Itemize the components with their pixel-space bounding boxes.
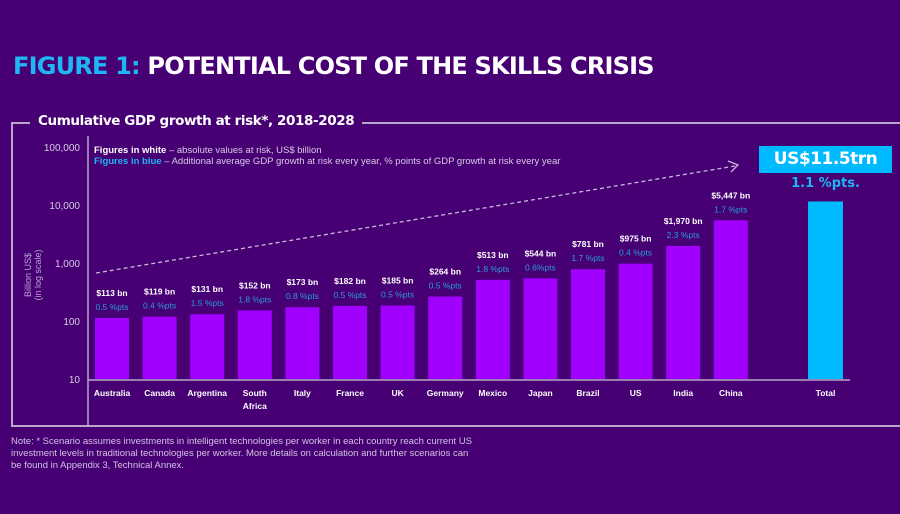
bar-pts-label: 0.5 %pts [429,281,462,291]
x-tick-label: Africa [243,401,267,411]
trend-arrow-line [95,165,736,274]
legend: Figures in white – absolute values at ri… [94,145,560,167]
bar-pts-label: 1.8 %pts [238,294,271,304]
legend-white-desc: – absolute values at risk, US$ billion [166,145,322,156]
bar-value-label: $1,970 bn [664,216,703,226]
bar-value-label: $152 bn [239,280,271,290]
page-title: FIGURE 1: POTENTIAL COST OF THE SKILLS C… [13,52,655,80]
bar-value-label: $264 bn [429,267,461,277]
trend-arrow-head [727,160,740,173]
y-tick-label: 100 [63,317,80,328]
total-pts-label: 1.1 %pts. [791,176,860,191]
y-tick-label: 1,000 [55,259,80,270]
bar-value-label: $781 bn [572,239,604,249]
y-axis-label-line: Billion US$ [23,253,33,297]
bar [142,316,177,379]
bar-pts-label: 0.5 %pts [333,290,366,300]
bar-value-label: $119 bn [144,287,175,297]
bar [666,245,701,379]
x-tick-label: Total [816,388,836,398]
figure-label: FIGURE 1: [13,52,141,80]
bar-pts-label: 1.7 %pts [571,253,604,263]
x-tick-label: US [630,388,642,398]
bar-value-label: $182 bn [334,276,366,286]
x-tick-label: UK [391,388,404,398]
bar-value-label: $513 bn [477,250,509,260]
chart-title: Cumulative GDP growth at risk*, 2018-202… [30,113,363,129]
chart-frame [11,122,900,427]
bar [95,317,129,379]
bar [475,279,510,379]
bar-value-label: $185 bn [382,276,414,286]
bar [237,310,272,379]
legend-white-key: Figures in white [94,145,167,156]
bar [190,314,225,379]
x-tick-label: Japan [528,388,553,398]
y-tick-label: 10 [69,375,81,386]
x-tick-label: Mexico [478,388,507,398]
y-axis-label-line: (in log scale) [33,249,43,300]
bar-value-label: $131 bn [191,284,223,294]
bar [571,269,605,379]
y-axis-label: Billion US$(in log scale) [23,249,43,300]
y-tick-label: 10,000 [49,201,80,212]
bar [333,305,367,379]
x-tick-label: India [673,388,693,398]
x-tick-label: Canada [144,388,175,398]
y-tick-label: 100,000 [44,143,81,154]
bar-value-label: $544 bn [525,248,557,258]
x-tick-label: China [719,388,743,398]
x-tick-label: Brazil [576,388,599,398]
bar-value-label: $113 bn [96,288,127,298]
bar [618,263,653,379]
bar-pts-label: 1.7 %pts [714,204,747,214]
bar-pts-label: 1.8 %pts [476,264,509,274]
x-tick-label: France [336,388,364,398]
bar-pts-label: 0.8 %pts [286,291,319,301]
x-tick-label: Argentina [187,388,227,398]
bar [380,305,415,379]
bar-pts-label: 0.6%pts [525,262,556,272]
bar-value-label: $5,447 bn [711,190,750,200]
bar-pts-label: 0.5 %pts [95,302,128,312]
bar-value-label: $975 bn [620,234,652,244]
legend-blue-key: Figures in blue [94,156,162,167]
total-bar [808,201,843,379]
bar-value-label: $173 bn [287,277,319,287]
bar [285,307,320,379]
bar-pts-label: 0.4 %pts [619,248,652,258]
bar [523,278,558,379]
legend-blue-desc: – Additional average GDP growth at risk … [161,156,561,167]
bar-pts-label: 0.5 %pts [381,290,414,300]
total-callout: US$11.5trn [759,146,892,173]
footnote: Note: * Scenario assumes investments in … [11,436,472,471]
bar [428,296,463,379]
bar-pts-label: 0.4 %pts [143,301,176,311]
bar-pts-label: 2.3 %pts [667,230,700,240]
figure-title: POTENTIAL COST OF THE SKILLS CRISIS [147,52,654,80]
bar [713,220,748,379]
x-tick-label: South [243,388,267,398]
x-tick-label: Germany [427,388,464,398]
x-tick-label: Italy [294,388,311,398]
bar-pts-label: 1.5 %pts [191,298,224,308]
x-tick-label: Australia [94,388,131,398]
